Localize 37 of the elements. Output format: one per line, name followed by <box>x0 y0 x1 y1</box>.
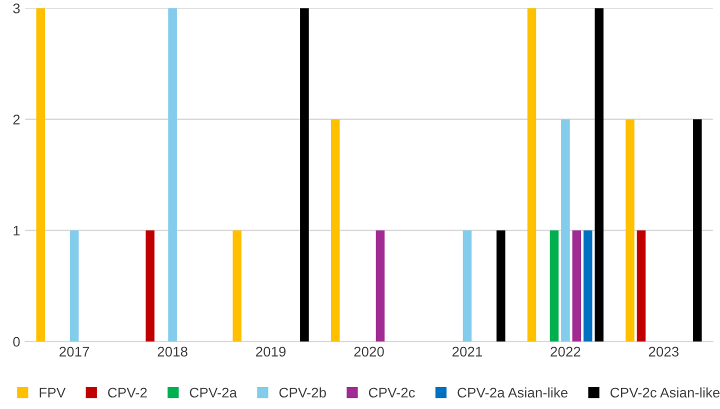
bar <box>232 230 242 342</box>
bar <box>36 8 46 342</box>
legend-label: CPV-2c Asian-like <box>610 387 720 398</box>
bar <box>584 230 592 342</box>
x-tick-label: 2021 <box>452 346 482 357</box>
legend-label: CPV-2a <box>190 388 238 398</box>
y-tick-label: 1 <box>14 226 20 236</box>
x-tick-label: 2019 <box>256 346 286 357</box>
bar <box>330 119 340 342</box>
bar <box>146 230 154 342</box>
bar <box>561 119 570 342</box>
bar <box>376 230 385 342</box>
bar <box>550 230 559 342</box>
legend-label: CPV-2a Asian-like <box>458 387 568 398</box>
legend-label: CPV-2b <box>279 387 326 398</box>
bar <box>496 230 506 342</box>
bar <box>168 8 177 342</box>
y-tick-label: 2 <box>13 114 20 124</box>
legend-label: CPV-2c <box>368 388 415 398</box>
bar <box>300 8 309 342</box>
bar <box>692 119 702 342</box>
legend-label: FPV <box>40 388 66 398</box>
x-tick-label: 2022 <box>550 346 580 357</box>
bar <box>626 119 634 342</box>
x-tick-label: 2018 <box>158 346 188 357</box>
y-tick-label: 0 <box>13 336 20 347</box>
y-tick-label: 3 <box>13 4 20 14</box>
x-tick-label: 2020 <box>354 346 384 357</box>
bar <box>594 8 604 342</box>
bar <box>462 230 472 342</box>
bar <box>572 230 582 342</box>
x-tick-label: 2023 <box>648 346 679 357</box>
bar <box>527 8 536 342</box>
bar <box>636 230 646 342</box>
bar <box>70 230 79 342</box>
x-tick-label: 2017 <box>60 346 90 357</box>
legend-label: CPV-2 <box>108 388 147 398</box>
